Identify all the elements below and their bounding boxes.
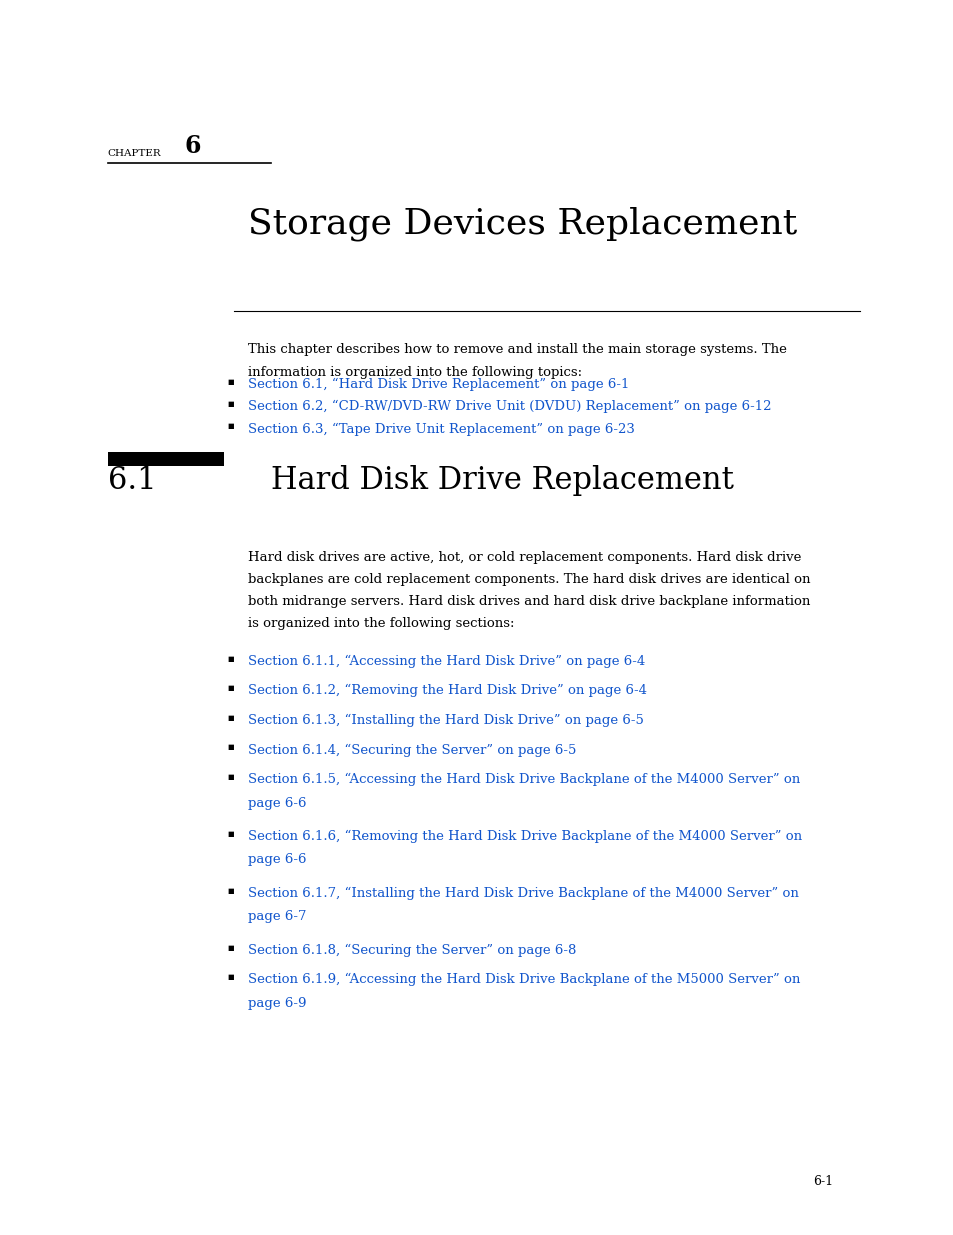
- Text: both midrange servers. Hard disk drives and hard disk drive backplane informatio: both midrange servers. Hard disk drives …: [248, 595, 809, 609]
- Text: backplanes are cold replacement components. The hard disk drives are identical o: backplanes are cold replacement componen…: [248, 573, 809, 587]
- Text: Section 6.1.8, “Securing the Server” on page 6-8: Section 6.1.8, “Securing the Server” on …: [248, 944, 576, 957]
- Bar: [108, 452, 224, 466]
- Text: page 6-9: page 6-9: [248, 997, 306, 1010]
- Text: Section 6.1.5, “Accessing the Hard Disk Drive Backplane of the M4000 Server” on: Section 6.1.5, “Accessing the Hard Disk …: [248, 773, 800, 787]
- Text: Section 6.1.3, “Installing the Hard Disk Drive” on page 6-5: Section 6.1.3, “Installing the Hard Disk…: [248, 714, 643, 727]
- Text: ■: ■: [227, 655, 233, 662]
- Text: page 6-7: page 6-7: [248, 910, 306, 924]
- Text: Section 6.1.1, “Accessing the Hard Disk Drive” on page 6-4: Section 6.1.1, “Accessing the Hard Disk …: [248, 655, 644, 668]
- Text: ■: ■: [227, 973, 233, 981]
- Text: Section 6.1.9, “Accessing the Hard Disk Drive Backplane of the M5000 Server” on: Section 6.1.9, “Accessing the Hard Disk …: [248, 973, 800, 987]
- Text: ■: ■: [227, 378, 233, 385]
- Text: page 6-6: page 6-6: [248, 797, 306, 810]
- Text: Section 6.1.4, “Securing the Server” on page 6-5: Section 6.1.4, “Securing the Server” on …: [248, 743, 576, 757]
- Text: ■: ■: [227, 887, 233, 894]
- Text: information is organized into the following topics:: information is organized into the follow…: [248, 366, 581, 379]
- Text: Section 6.1.2, “Removing the Hard Disk Drive” on page 6-4: Section 6.1.2, “Removing the Hard Disk D…: [248, 684, 646, 698]
- Text: ■: ■: [227, 743, 233, 751]
- Text: 6: 6: [184, 135, 200, 158]
- Text: Storage Devices Replacement: Storage Devices Replacement: [248, 206, 796, 241]
- Text: This chapter describes how to remove and install the main storage systems. The: This chapter describes how to remove and…: [248, 343, 786, 357]
- Text: ■: ■: [227, 773, 233, 781]
- Text: ■: ■: [227, 944, 233, 951]
- Text: Section 6.1, “Hard Disk Drive Replacement” on page 6-1: Section 6.1, “Hard Disk Drive Replacemen…: [248, 378, 628, 391]
- Text: Section 6.3, “Tape Drive Unit Replacement” on page 6-23: Section 6.3, “Tape Drive Unit Replacemen…: [248, 422, 634, 436]
- Text: 6-1: 6-1: [812, 1174, 832, 1188]
- Text: ■: ■: [227, 400, 233, 408]
- Text: is organized into the following sections:: is organized into the following sections…: [248, 618, 514, 631]
- Text: ■: ■: [227, 714, 233, 721]
- Text: ■: ■: [227, 422, 233, 430]
- Text: Section 6.1.7, “Installing the Hard Disk Drive Backplane of the M4000 Server” on: Section 6.1.7, “Installing the Hard Disk…: [248, 887, 798, 900]
- Text: Hard disk drives are active, hot, or cold replacement components. Hard disk driv: Hard disk drives are active, hot, or col…: [248, 551, 801, 564]
- Text: ■: ■: [227, 830, 233, 837]
- Text: ■: ■: [227, 684, 233, 692]
- Text: CHAPTER: CHAPTER: [108, 149, 161, 158]
- Text: Hard Disk Drive Replacement: Hard Disk Drive Replacement: [271, 466, 733, 496]
- Text: 6.1: 6.1: [108, 466, 156, 496]
- Text: Section 6.2, “CD-RW/DVD-RW Drive Unit (DVDU) Replacement” on page 6-12: Section 6.2, “CD-RW/DVD-RW Drive Unit (D…: [248, 400, 770, 414]
- Text: page 6-6: page 6-6: [248, 853, 306, 867]
- Text: Section 6.1.6, “Removing the Hard Disk Drive Backplane of the M4000 Server” on: Section 6.1.6, “Removing the Hard Disk D…: [248, 830, 801, 844]
